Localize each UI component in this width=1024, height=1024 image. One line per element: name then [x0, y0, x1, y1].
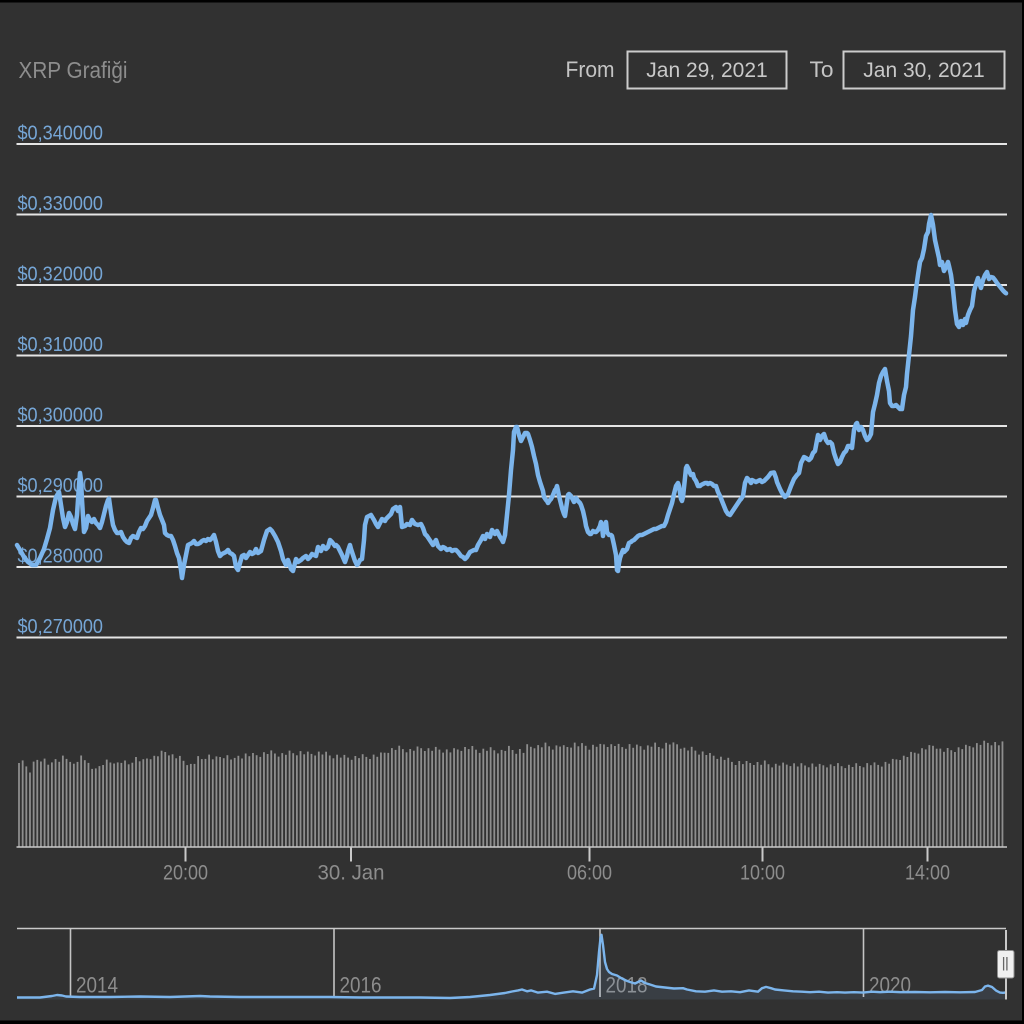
- svg-text:$0,270000: $0,270000: [18, 616, 104, 638]
- svg-text:2014: 2014: [76, 972, 118, 997]
- svg-text:Jan 30, 2021: Jan 30, 2021: [863, 59, 984, 82]
- svg-text:Jan 29, 2021: Jan 29, 2021: [646, 59, 767, 82]
- svg-text:$0,330000: $0,330000: [18, 193, 104, 215]
- svg-text:2018: 2018: [606, 972, 648, 997]
- svg-text:06:00: 06:00: [567, 861, 612, 885]
- svg-text:$0,310000: $0,310000: [18, 334, 104, 356]
- svg-text:$0,340000: $0,340000: [18, 123, 104, 145]
- svg-text:XRP Grafiği: XRP Grafiği: [19, 57, 128, 83]
- svg-text:20:00: 20:00: [163, 861, 208, 885]
- svg-text:10:00: 10:00: [740, 861, 785, 885]
- svg-text:From: From: [566, 57, 615, 82]
- svg-text:30. Jan: 30. Jan: [318, 861, 385, 885]
- svg-text:To: To: [810, 57, 834, 82]
- svg-text:$0,320000: $0,320000: [18, 264, 104, 286]
- svg-text:14:00: 14:00: [905, 861, 950, 885]
- svg-text:$0,300000: $0,300000: [18, 405, 104, 427]
- svg-text:2016: 2016: [340, 972, 382, 997]
